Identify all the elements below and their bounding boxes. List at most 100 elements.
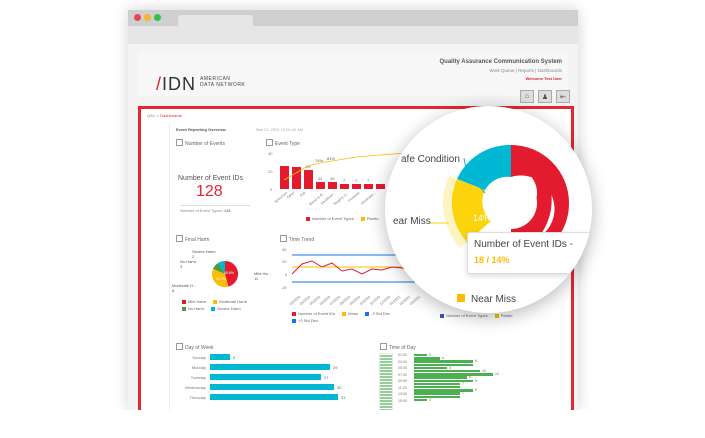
export-icon[interactable] bbox=[266, 139, 273, 146]
callout-label: Mild Ha... bbox=[254, 271, 271, 276]
close-window-button[interactable] bbox=[134, 14, 141, 21]
event-type-legend-2: Number of Event Types Pareto bbox=[440, 313, 513, 318]
bar-hour[interactable] bbox=[414, 357, 440, 360]
panel-title-day-of-week: Day of Week bbox=[176, 343, 214, 351]
final-harm-pie[interactable]: 45.8% 33.3% bbox=[210, 259, 240, 289]
nav-reports[interactable]: Reports bbox=[518, 68, 535, 73]
maximize-window-button[interactable] bbox=[154, 14, 161, 21]
bar-tuesday[interactable] bbox=[210, 374, 321, 380]
svg-text:14%: 14% bbox=[473, 213, 491, 223]
bar-hour[interactable] bbox=[414, 386, 460, 389]
breadcrumb-current[interactable]: Dashboards bbox=[160, 113, 182, 118]
bar-hour[interactable] bbox=[414, 370, 480, 373]
adn-logo[interactable]: /IDN bbox=[156, 74, 197, 94]
bar-hour[interactable] bbox=[414, 360, 473, 363]
day-of-week-chart: Sunday 5 Monday 29 Tuesday 27 Wednesday … bbox=[170, 353, 370, 410]
user-button[interactable]: ♟ bbox=[538, 90, 552, 103]
export-icon[interactable] bbox=[176, 343, 183, 350]
bar-value: 27 bbox=[324, 375, 329, 380]
bar-other[interactable] bbox=[292, 167, 301, 189]
bar-value: 9 bbox=[475, 388, 477, 393]
bar-hour[interactable] bbox=[414, 398, 427, 402]
legend-item[interactable]: Pareto bbox=[494, 313, 513, 318]
bar-wednesday[interactable] bbox=[210, 384, 334, 390]
legend-item[interactable]: -3 Std Dev bbox=[365, 311, 390, 316]
legend-item[interactable]: +3 Std Dev bbox=[292, 318, 318, 323]
export-icon[interactable] bbox=[176, 235, 183, 242]
address-bar[interactable] bbox=[128, 26, 578, 44]
bar-hour[interactable] bbox=[414, 354, 427, 357]
callout-value: 3 bbox=[180, 264, 183, 269]
user-icon: ♟ bbox=[541, 93, 549, 101]
y-tick: 0 bbox=[270, 187, 273, 192]
bar-surgery[interactable] bbox=[340, 184, 349, 189]
y-tick: 20 bbox=[268, 169, 273, 174]
legend-label: Number of Event Types bbox=[312, 216, 354, 221]
breadcrumb-root[interactable]: QAC bbox=[147, 113, 156, 118]
chart-tooltip: Number of Event IDs - 18 / 14% bbox=[467, 232, 592, 274]
export-icon[interactable] bbox=[380, 343, 387, 350]
callout-label: Severe Harm bbox=[192, 249, 216, 254]
home-icon: ⌂ bbox=[524, 93, 530, 100]
bar-perinatal[interactable] bbox=[352, 184, 361, 189]
kpi-value: 128 bbox=[196, 183, 223, 200]
kpi-sub-label: Number of Event Types: bbox=[180, 208, 223, 213]
bar-hour[interactable] bbox=[414, 395, 460, 398]
kpi-sub: Number of Event Types: 145 bbox=[180, 205, 250, 213]
panel-title-text: Event Type bbox=[275, 141, 300, 147]
legend-near-miss[interactable]: Near Miss bbox=[457, 294, 516, 305]
bar-healthcare[interactable] bbox=[328, 182, 337, 189]
legend-item[interactable]: Number of Event Types bbox=[306, 216, 354, 221]
welcome-message: Welcome Test User bbox=[525, 76, 562, 81]
nav-work-queue[interactable]: Work Queue bbox=[489, 68, 515, 73]
callout-label: No Harm bbox=[180, 259, 197, 264]
y-label: Sunday bbox=[192, 355, 206, 360]
legend-item[interactable]: Pareto bbox=[360, 216, 379, 221]
bar-hour[interactable] bbox=[414, 373, 493, 376]
home-button[interactable]: ⌂ bbox=[520, 90, 534, 103]
bar-sunday[interactable] bbox=[210, 354, 230, 360]
panel-title-text: Final Harm bbox=[185, 237, 210, 243]
bar-device[interactable] bbox=[376, 184, 385, 189]
legend-item[interactable]: Moderate Harm bbox=[213, 299, 247, 304]
logout-button[interactable]: ⇤ bbox=[556, 90, 570, 103]
legend-item[interactable]: Severe Harm bbox=[211, 306, 241, 311]
export-icon[interactable] bbox=[280, 235, 287, 242]
bar-hour[interactable] bbox=[414, 366, 447, 370]
bar-value: 2 bbox=[429, 397, 431, 402]
system-title: Quality Assurance Communication System bbox=[439, 59, 562, 65]
bar-value-label: 10 bbox=[330, 176, 335, 181]
legend-item[interactable]: Mean bbox=[342, 311, 358, 316]
magnified-donut[interactable]: 17% 14% bbox=[385, 106, 592, 313]
minimize-window-button[interactable] bbox=[144, 14, 151, 21]
browser-tab[interactable] bbox=[178, 15, 253, 26]
legend-item[interactable]: Number of Event IDs bbox=[292, 311, 335, 316]
bar-hour[interactable] bbox=[414, 389, 473, 392]
bar-hour[interactable] bbox=[414, 376, 467, 379]
time-of-day-navigator[interactable] bbox=[379, 353, 393, 410]
time-of-day-chart: 01:00 03:00 05:00 07:00 09:00 11:00 13:0… bbox=[398, 353, 558, 410]
legend-item[interactable]: No Harm bbox=[182, 306, 204, 311]
bar-hour[interactable] bbox=[414, 363, 473, 366]
bar-hour[interactable] bbox=[414, 379, 473, 382]
nav-dashboards[interactable]: Dashboards bbox=[537, 68, 562, 73]
panel-title-text: Time Trend bbox=[289, 237, 315, 243]
bar-hour[interactable] bbox=[414, 382, 460, 386]
bar-medication[interactable] bbox=[364, 184, 373, 189]
bar-value: 9 bbox=[475, 359, 477, 364]
legend-item[interactable]: Mild Harm bbox=[182, 299, 206, 304]
bar-fall[interactable] bbox=[304, 170, 313, 189]
kpi-label: Number of Event IDs bbox=[178, 175, 243, 182]
callout-moderate: Moderate H... 8 bbox=[172, 283, 196, 293]
export-icon[interactable] bbox=[176, 139, 183, 146]
bar-monday[interactable] bbox=[210, 364, 330, 370]
bar-value-label: 29 bbox=[306, 164, 311, 169]
y-label: 07:00 bbox=[398, 372, 407, 377]
bar-thursday[interactable] bbox=[210, 394, 338, 400]
dashboard-timestamp: Mar 22, 2021 10:01:40 AM bbox=[256, 127, 304, 132]
bar-specimen[interactable] bbox=[280, 166, 289, 189]
legend-item[interactable]: Number of Event Types bbox=[440, 313, 488, 318]
bar-hour[interactable] bbox=[414, 392, 460, 395]
callout-mild: Mild Ha... 11 bbox=[254, 271, 271, 281]
bar-blood[interactable] bbox=[316, 182, 325, 189]
